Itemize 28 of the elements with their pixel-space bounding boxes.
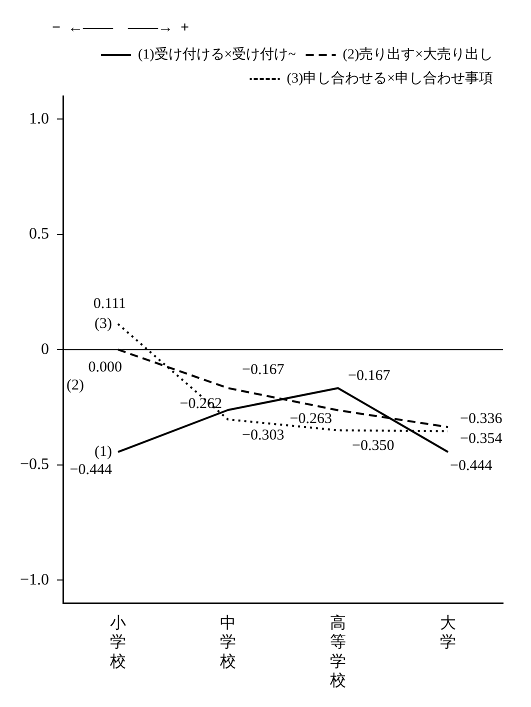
data-label: −0.444: [450, 458, 493, 474]
y-tick-label: 1.0: [29, 110, 50, 128]
y-tick-label: 0.5: [29, 226, 50, 243]
x-tick-label: 小学校: [109, 614, 126, 670]
annotation: (3): [94, 316, 112, 332]
text: − ←—— ——→ +: [52, 20, 190, 36]
y-tick-label: 0: [41, 340, 50, 358]
y-tick-label: −0.5: [20, 456, 50, 474]
data-label: −0.303: [242, 427, 284, 444]
x-tick-label: 中学校: [219, 614, 236, 670]
legend-label: (1)受け付ける×受け付け~: [138, 46, 296, 63]
legend-label: (3)申し合わせる×申し合わせ事項: [286, 70, 494, 87]
data-label: −0.350: [352, 438, 394, 454]
data-label: −0.336: [460, 411, 503, 427]
legend-label: (2)売り出す×大売り出し: [342, 46, 494, 63]
annotation: (1): [94, 444, 112, 460]
annotation: (2): [66, 378, 84, 394]
data-label: −0.167: [242, 362, 285, 378]
x-tick-label: 大学: [440, 614, 456, 652]
data-label: −0.167: [348, 368, 391, 384]
data-label: −0.444: [70, 462, 113, 478]
x-tick-label: 高等学校: [329, 614, 346, 690]
y-tick-label: −1.0: [20, 571, 50, 588]
data-label: −0.263: [290, 411, 332, 428]
data-label: 0.111: [93, 296, 126, 312]
data-label: −0.354: [460, 431, 503, 448]
data-label: 0.000: [88, 360, 122, 376]
data-label: −0.262: [180, 396, 222, 412]
